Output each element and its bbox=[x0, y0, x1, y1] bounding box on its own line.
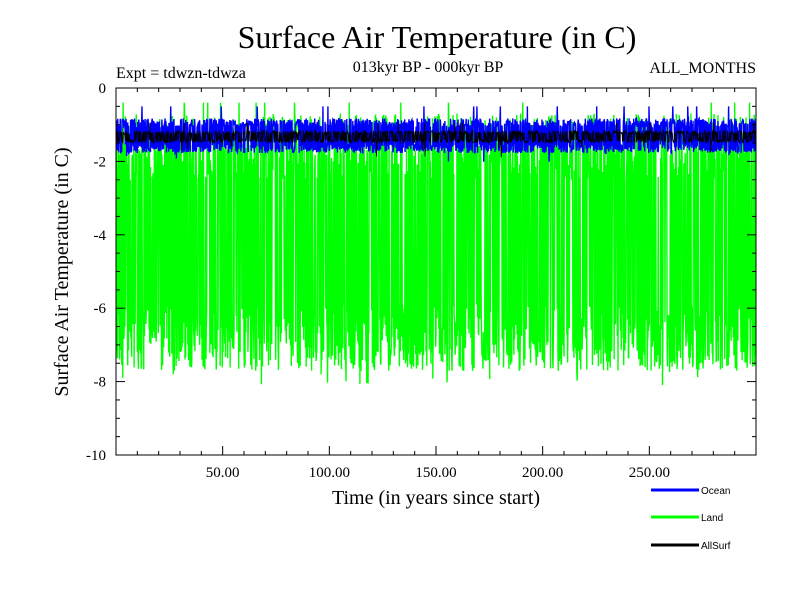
x-tick-label: 150.00 bbox=[415, 465, 456, 481]
x-axis-label: Time (in years since start) bbox=[332, 487, 540, 509]
experiment-label: Expt = tdwzn-tdwza bbox=[116, 65, 246, 82]
x-tick-label: 100.00 bbox=[309, 465, 350, 481]
legend-label-ocean: Ocean bbox=[701, 486, 730, 497]
series-line-allsurf bbox=[116, 122, 756, 157]
legend-label-land: Land bbox=[701, 513, 723, 524]
series-line-ocean bbox=[116, 106, 756, 162]
y-tick-label: -6 bbox=[94, 301, 107, 317]
y-tick-label: -8 bbox=[94, 375, 107, 391]
chart-subtitle: 013kyr BP - 000kyr BP bbox=[353, 59, 504, 76]
y-axis-label: Surface Air Temperature (in C) bbox=[51, 147, 73, 396]
x-tick-label: 50.00 bbox=[206, 465, 240, 481]
legend-label-allsurf: AllSurf bbox=[701, 541, 731, 552]
y-tick-label: 0 bbox=[99, 81, 107, 97]
months-label: ALL_MONTHS bbox=[649, 60, 756, 77]
x-tick-label: 200.00 bbox=[522, 465, 563, 481]
y-tick-label: -10 bbox=[86, 448, 106, 464]
y-tick-label: -2 bbox=[94, 154, 107, 170]
y-tick-label: -4 bbox=[94, 228, 107, 244]
x-tick-label: 250.00 bbox=[629, 465, 670, 481]
legend: Ocean Land AllSurf bbox=[651, 486, 731, 552]
chart-title: Surface Air Temperature (in C) bbox=[238, 19, 637, 55]
